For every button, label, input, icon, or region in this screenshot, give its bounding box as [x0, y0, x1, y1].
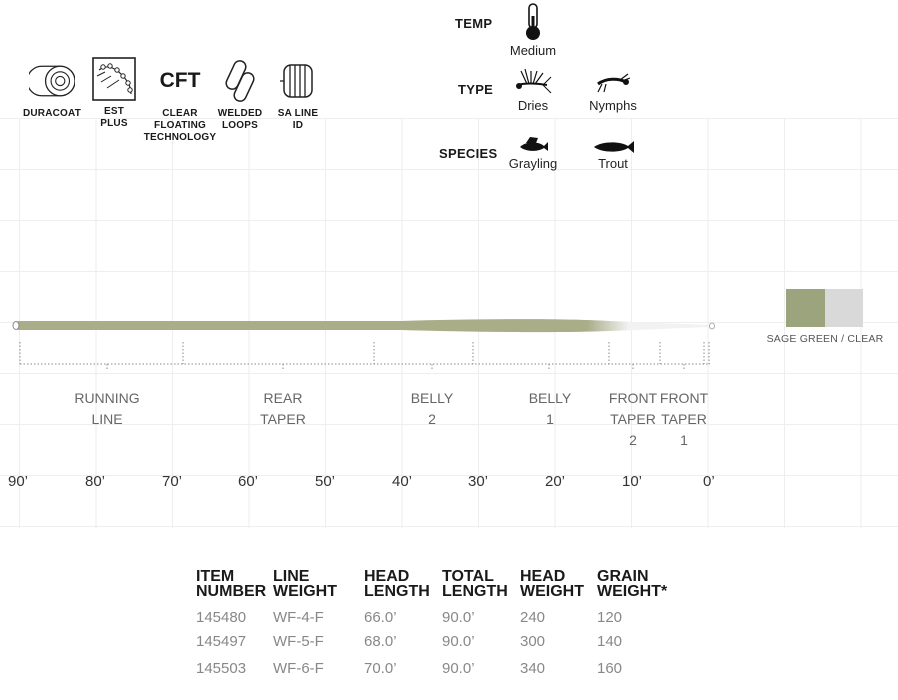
- table-cell: 68.0’: [364, 633, 397, 650]
- feature-label: DURACOAT: [22, 108, 82, 119]
- swatch-label: SAGE GREEN / CLEAR: [766, 333, 884, 345]
- type-item-nymphs: Nymphs: [589, 98, 637, 113]
- section-belly-1: BELLY 1: [528, 390, 572, 427]
- distance-label: 20’: [545, 473, 566, 490]
- feature-duracoat: DURACOAT: [12, 58, 92, 120]
- dry-fly-icon: [513, 67, 553, 100]
- grayling-icon: [518, 136, 548, 159]
- table-cell: 90.0’: [442, 633, 475, 650]
- feature-cft: CFT CLEAR FLOATING TECHNOLOGY: [140, 58, 220, 144]
- distance-label: 80’: [85, 473, 106, 490]
- table-cell: 140: [597, 633, 623, 650]
- feature-label: WELDED LOOPS: [217, 108, 263, 131]
- duracoat-icon: [29, 58, 75, 104]
- table-cell: 90.0’: [442, 609, 475, 626]
- nymph-fly-icon: [594, 72, 631, 99]
- section-front-taper-2: FRONT TAPER 2: [608, 390, 658, 448]
- trout-icon: [592, 138, 636, 161]
- temp-heading: TEMP: [455, 16, 493, 31]
- welded-loops-icon: [217, 58, 263, 104]
- temp-value: Medium: [509, 43, 557, 58]
- species-item-grayling: Grayling: [508, 156, 558, 171]
- table-cell: 145503: [196, 660, 247, 677]
- feature-sa-line-id: SA LINE ID: [258, 58, 338, 132]
- feature-label: EST PLUS: [100, 106, 128, 129]
- section-rear-taper: REAR TAPER: [260, 390, 306, 427]
- distance-label: 60’: [238, 473, 259, 490]
- feature-label: CLEAR FLOATING TECHNOLOGY: [143, 108, 217, 143]
- fly-line-profile: [12, 319, 715, 370]
- column-header: GRAIN WEIGHT*: [597, 568, 668, 600]
- column-header: LINE WEIGHT: [273, 568, 337, 600]
- est-plus-icon: [91, 56, 137, 102]
- table-cell: 145497: [196, 633, 247, 650]
- feature-est-plus: EST PLUS: [74, 56, 154, 130]
- table-cell: 120: [597, 609, 623, 626]
- table-cell: 70.0’: [364, 660, 397, 677]
- table-cell: 90.0’: [442, 660, 475, 677]
- distance-label: 0’: [703, 473, 715, 490]
- distance-label: 10’: [622, 473, 643, 490]
- type-heading: TYPE: [458, 82, 494, 97]
- feature-welded-loops: WELDED LOOPS: [200, 58, 280, 132]
- species-item-trout: Trout: [598, 156, 628, 171]
- table-cell: 160: [597, 660, 623, 677]
- type-item-dries: Dries: [517, 98, 549, 113]
- column-header: TOTAL LENGTH: [442, 568, 508, 600]
- distance-label: 40’: [392, 473, 413, 490]
- table-cell: 300: [520, 633, 546, 650]
- species-heading: SPECIES: [439, 146, 498, 161]
- table-cell: 66.0’: [364, 609, 397, 626]
- sa-line-id-icon: [275, 58, 321, 104]
- table-cell: WF-6-F: [273, 660, 324, 677]
- column-header: HEAD LENGTH: [364, 568, 430, 600]
- table-cell: 240: [520, 609, 546, 626]
- feature-label: SA LINE ID: [277, 108, 319, 131]
- swatch-clear: [825, 289, 863, 327]
- column-header: HEAD WEIGHT: [520, 568, 584, 600]
- swatch-sage-green: [786, 289, 825, 327]
- distance-label: 30’: [468, 473, 489, 490]
- section-front-taper-1: FRONT TAPER 1: [659, 390, 709, 448]
- distance-label: 50’: [315, 473, 336, 490]
- distance-label: 70’: [162, 473, 183, 490]
- table-cell: WF-4-F: [273, 609, 324, 626]
- table-cell: 145480: [196, 609, 247, 626]
- table-cell: 340: [520, 660, 546, 677]
- table-cell: WF-5-F: [273, 633, 324, 650]
- section-running-line: RUNNING LINE: [74, 390, 140, 427]
- column-header: ITEM NUMBER: [196, 568, 267, 600]
- distance-label: 90’: [8, 473, 29, 490]
- section-belly-2: BELLY 2: [410, 390, 454, 427]
- cft-badge-icon: CFT: [159, 69, 201, 92]
- thermometer-icon: [522, 2, 544, 47]
